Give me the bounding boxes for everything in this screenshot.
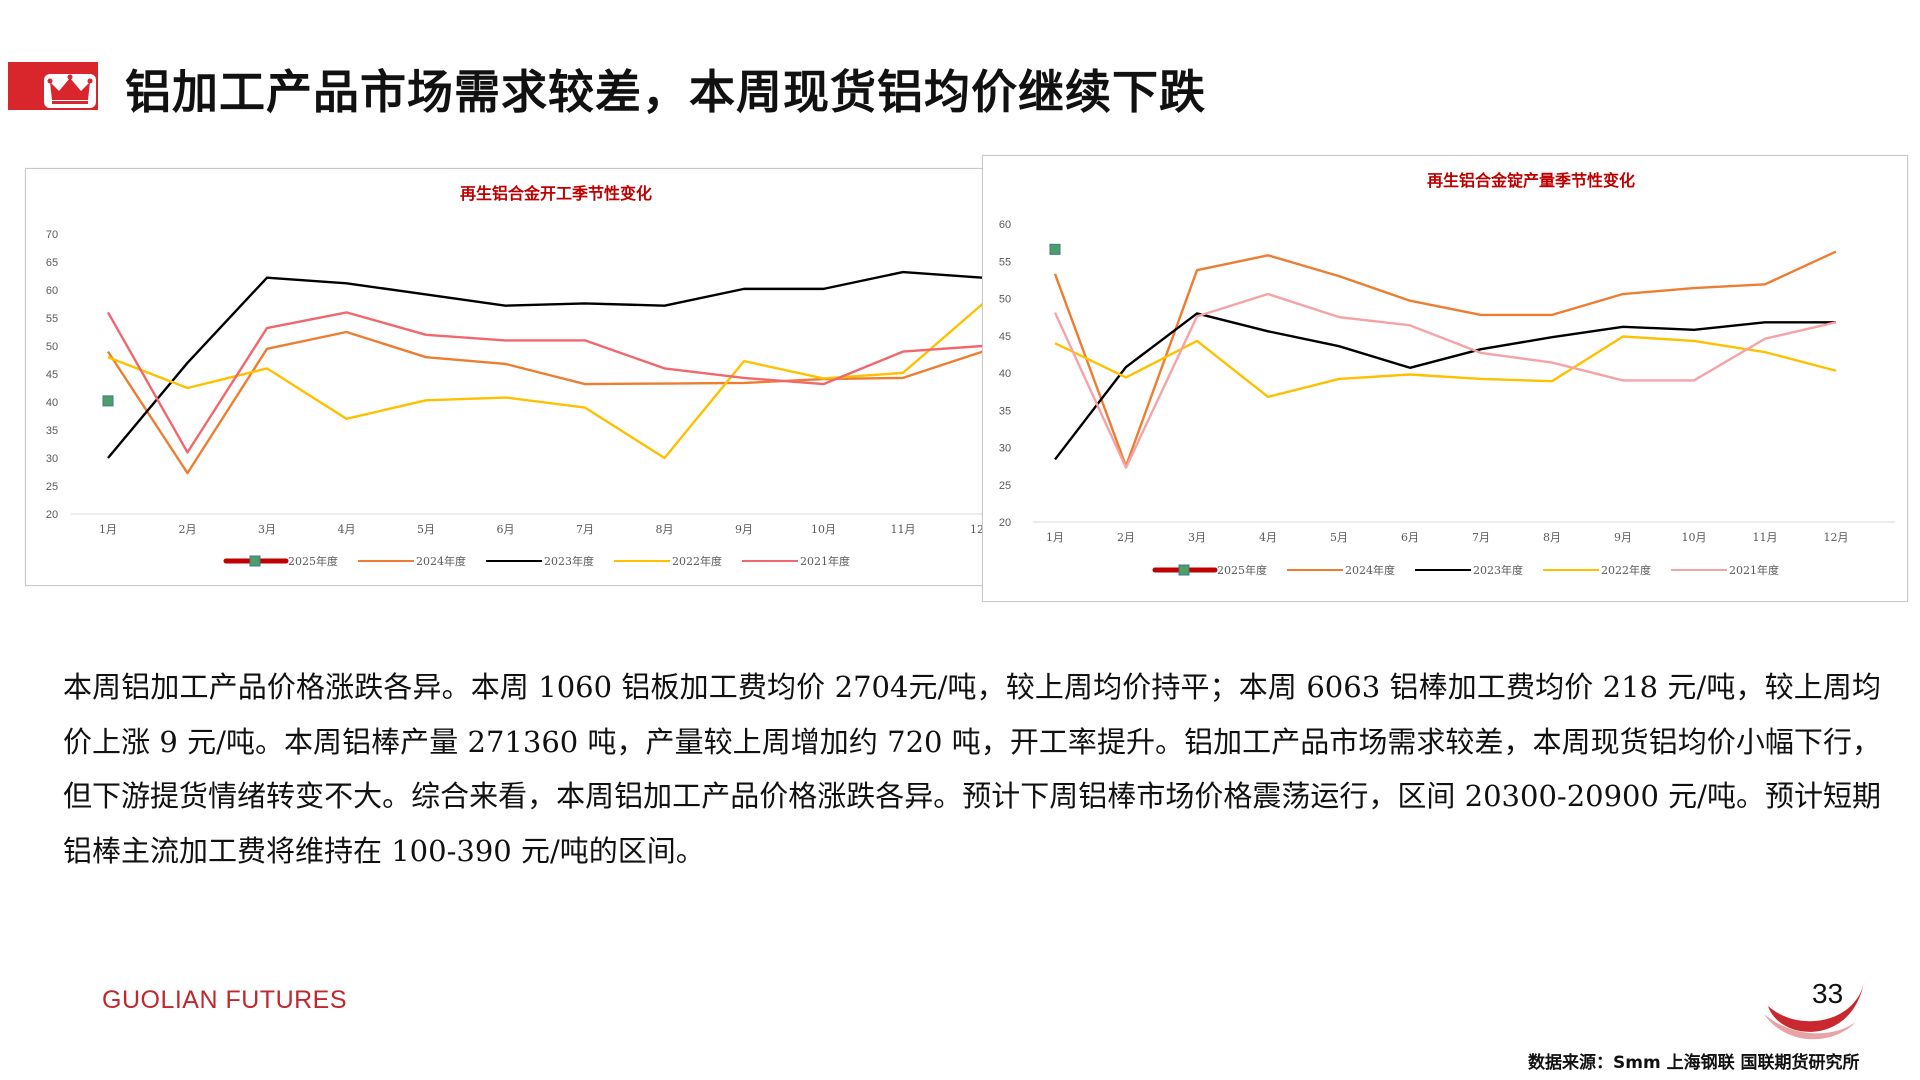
y-tick-label: 60 [999, 219, 1011, 231]
x-tick-label: 1月 [99, 523, 117, 536]
series-line-2023年度 [1054, 312, 1836, 461]
y-tick-label: 30 [46, 453, 58, 465]
x-tick-label: 6月 [1401, 531, 1419, 544]
x-tick-label: 3月 [1188, 531, 1206, 544]
y-tick-label: 60 [46, 285, 58, 297]
series-line-2022年度 [107, 303, 984, 460]
legend-label: 2022年度 [672, 554, 722, 568]
y-tick-label: 35 [46, 425, 58, 437]
series-line-2024年度 [1053, 250, 1837, 468]
chart-operating-rate: 再生铝合金开工季节性变化 20 25 30 35 40 45 50 55 60 65 70 1月 2月 3月… [25, 168, 987, 586]
x-tick-label: 6月 [497, 523, 515, 536]
brand-logo-text: GUOLIAN FUTURES [102, 986, 348, 1014]
series-point-2025年度 [102, 395, 114, 407]
title-accent-bar [8, 62, 98, 110]
y-tick-label: 40 [999, 368, 1011, 380]
y-tick-label: 30 [999, 443, 1011, 455]
y-tick-label: 50 [46, 341, 58, 353]
summary-paragraph: 本周铝加工产品价格涨跌各异。本周 1060 铝板加工费均价 2704元/吨，较上… [63, 670, 1881, 868]
x-tick-label: 7月 [1472, 531, 1490, 544]
chart-ingot-output: 再生铝合金锭产量季节性变化 20 25 30 35 40 45 50 55 60 1月 2月 3月 4月 5… [982, 155, 1908, 602]
legend-label: 2024年度 [416, 554, 466, 568]
y-tick-label: 65 [46, 257, 58, 269]
y-tick-label: 70 [46, 229, 58, 241]
y-tick-label: 50 [999, 294, 1011, 306]
page-number: 33 [1812, 978, 1844, 1009]
y-tick-label: 55 [999, 256, 1011, 268]
x-tick-label: 1月 [1046, 531, 1064, 544]
y-tick-label: 25 [999, 480, 1011, 492]
y-tick-label: 40 [46, 397, 58, 409]
y-tick-label: 20 [46, 509, 58, 521]
y-tick-label: 45 [999, 331, 1011, 343]
legend-label: 2023年度 [544, 554, 594, 568]
x-tick-label: 10月 [1682, 531, 1707, 544]
x-tick-label: 9月 [1614, 531, 1632, 544]
x-tick-label: 5月 [417, 523, 435, 536]
x-tick-label: 2月 [1117, 531, 1135, 544]
legend-marker [249, 555, 261, 567]
x-tick-label: 5月 [1330, 531, 1348, 544]
x-tick-label: 3月 [258, 523, 276, 536]
x-tick-label: 10月 [811, 523, 836, 536]
page-number-swoosh [1764, 982, 1864, 1040]
chart-ingot-output-svg: 再生铝合金锭产量季节性变化 20 25 30 35 40 45 50 55 60 1月 2月 3月 4月 5… [999, 171, 1895, 577]
y-tick-label: 45 [46, 369, 58, 381]
chart-title: 再生铝合金锭产量季节性变化 [1427, 171, 1635, 190]
legend-label: 2025年度 [288, 554, 338, 568]
x-tick-label: 4月 [338, 523, 356, 536]
chart-operating-rate-svg: 再生铝合金开工季节性变化 20 25 30 35 40 45 50 55 60 65 70 1月 2月 3月… [46, 184, 986, 568]
legend-label: 2025年度 [1217, 563, 1267, 577]
legend-marker [1178, 564, 1190, 576]
x-tick-label: 2月 [179, 523, 197, 536]
x-tick-label: 4月 [1259, 531, 1277, 544]
y-tick-label: 20 [999, 517, 1011, 529]
y-tick-label: 35 [999, 405, 1011, 417]
legend-label: 2021年度 [1729, 563, 1779, 577]
y-tick-label: 25 [46, 481, 58, 493]
x-tick-label: 8月 [656, 523, 674, 536]
series-line-2021年度 [106, 311, 983, 454]
x-tick-label: 12月 [1824, 531, 1849, 544]
data-source: 数据来源：Smm 上海钢联 国联期货研究所 [1528, 1053, 1860, 1073]
chart-title: 再生铝合金开工季节性变化 [460, 184, 652, 203]
series-point-2025年度 [1049, 243, 1061, 255]
crown-icon [44, 74, 96, 108]
x-tick-label: 9月 [735, 523, 753, 536]
x-tick-label: 8月 [1543, 531, 1561, 544]
legend-label: 2022年度 [1601, 563, 1651, 577]
page-title: 铝加工产品市场需求较差，本周现货铝均价继续下跌 [125, 65, 1206, 119]
series-line-2021年度 [1053, 292, 1837, 469]
x-tick-label: 11月 [891, 523, 916, 536]
series-line-2022年度 [1054, 335, 1837, 399]
series-line-2023年度 [107, 270, 983, 459]
legend-label: 2024年度 [1345, 563, 1395, 577]
legend-label: 2023年度 [1473, 563, 1523, 577]
x-tick-label: 7月 [576, 523, 594, 536]
legend-label: 2021年度 [800, 554, 850, 568]
y-tick-label: 55 [46, 313, 58, 325]
x-tick-label: 11月 [1753, 531, 1778, 544]
